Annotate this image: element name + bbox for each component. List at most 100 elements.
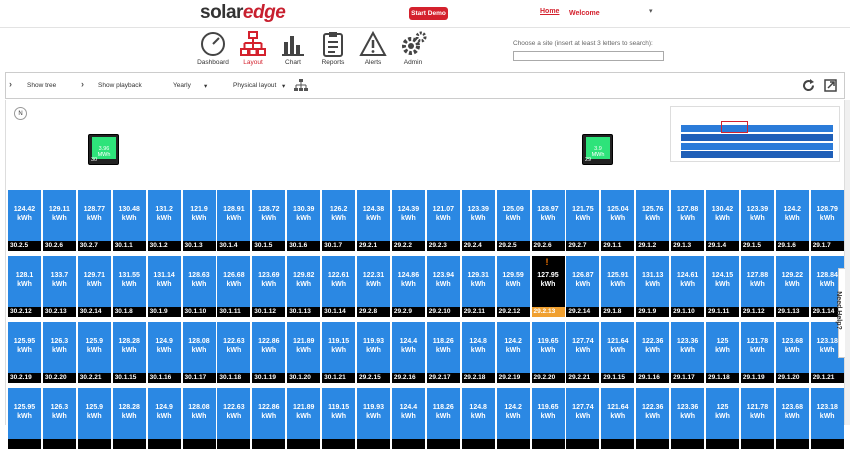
solar-panel[interactable]: 125.91 kWh 29.1.8 (601, 256, 635, 317)
solar-panel[interactable]: 123.94 kWh 29.2.10 (426, 256, 460, 317)
solar-panel[interactable]: 127.88 kWh 29.1.12 (740, 256, 774, 317)
solar-panel[interactable]: 124.2 kWh (496, 388, 530, 449)
solar-panel[interactable]: 125 kWh (706, 388, 739, 449)
solar-panel[interactable]: 122.86 kWh 30.1.19 (252, 322, 286, 383)
nav-alerts[interactable]: Alerts (353, 30, 393, 66)
solar-panel[interactable]: 125.9 kWh (77, 388, 111, 449)
solar-panel[interactable]: 126.2 kWh 30.1.7 (322, 190, 356, 251)
solar-panel[interactable]: 122.63 kWh 30.1.18 (217, 322, 251, 383)
solar-panel[interactable]: 119.93 kWh 29.2.15 (357, 322, 390, 383)
solar-panel[interactable]: 125.9 kWh 30.2.21 (77, 322, 111, 383)
solar-panel[interactable]: 130.48 kWh 30.1.1 (112, 190, 146, 251)
solar-panel[interactable]: 125.95 kWh 30.2.19 (8, 322, 41, 383)
solar-panel[interactable]: 123.39 kWh 29.2.4 (461, 190, 495, 251)
chevron-down-icon[interactable]: ▾ (204, 83, 208, 90)
solar-panel[interactable]: 130.39 kWh 30.1.6 (287, 190, 321, 251)
solar-panel[interactable]: 119.15 kWh 30.1.21 (322, 322, 356, 383)
solar-panel[interactable]: 128.28 kWh (112, 388, 146, 449)
solar-panel[interactable]: 123.68 kWh 29.1.20 (775, 322, 809, 383)
solar-panel[interactable]: 127.74 kWh (566, 388, 600, 449)
solar-panel[interactable]: 129.22 kWh 29.1.13 (775, 256, 809, 317)
solar-panel[interactable]: 121.78 kWh (740, 388, 774, 449)
refresh-icon[interactable] (802, 79, 815, 92)
solar-panel[interactable]: 122.36 kWh (636, 388, 670, 449)
solar-panel[interactable]: 121.07 kWh 29.2.3 (426, 190, 460, 251)
solar-panel[interactable]: 121.64 kWh (601, 388, 635, 449)
solar-panel[interactable]: 124.4 kWh (391, 388, 425, 449)
solar-panel[interactable]: 125.04 kWh 29.1.1 (601, 190, 635, 251)
solar-panel[interactable]: 121.89 kWh (287, 388, 321, 449)
solar-panel[interactable]: 128.77 kWh 30.2.7 (77, 190, 111, 251)
solar-panel[interactable]: 121.89 kWh 30.1.20 (287, 322, 321, 383)
solar-panel[interactable]: 121.64 kWh 29.1.15 (601, 322, 635, 383)
solar-panel[interactable]: 121.75 kWh 29.2.7 (566, 190, 600, 251)
solar-panel[interactable]: 119.93 kWh (357, 388, 390, 449)
solar-panel[interactable]: 133.7 kWh 30.2.13 (42, 256, 76, 317)
solar-panel[interactable]: 127.95 kWh! 29.2.13 (531, 256, 565, 317)
solar-panel[interactable]: 124.61 kWh 29.1.10 (671, 256, 705, 317)
solar-panel[interactable]: 119.65 kWh (531, 388, 565, 449)
solar-panel[interactable]: 123.18 kWh (810, 388, 844, 449)
solar-panel[interactable]: 131.55 kWh 30.1.8 (112, 256, 146, 317)
solar-panel[interactable]: 128.63 kWh 30.1.10 (182, 256, 216, 317)
solar-panel[interactable]: 128.97 kWh 29.2.6 (531, 190, 565, 251)
solar-panel[interactable]: 129.71 kWh 30.2.14 (77, 256, 111, 317)
solar-panel[interactable]: 129.11 kWh 30.2.6 (42, 190, 76, 251)
chevron-down-icon[interactable]: ▾ (282, 83, 286, 90)
solar-panel[interactable]: 131.13 kWh 29.1.9 (636, 256, 670, 317)
solar-panel[interactable]: 123.39 kWh 29.1.5 (740, 190, 774, 251)
nav-reports[interactable]: Reports (313, 30, 353, 66)
solar-panel[interactable]: 127.88 kWh 29.1.3 (671, 190, 705, 251)
solar-panel[interactable]: 131.14 kWh 30.1.9 (147, 256, 181, 317)
solar-panel[interactable]: 124.4 kWh 29.2.16 (391, 322, 425, 383)
solar-panel[interactable]: 122.63 kWh (217, 388, 251, 449)
solar-panel[interactable]: 124.9 kWh 30.1.16 (147, 322, 181, 383)
solar-panel[interactable]: 118.26 kWh 29.2.17 (426, 322, 460, 383)
solar-panel[interactable]: 124.15 kWh 29.1.11 (706, 256, 739, 317)
solar-panel[interactable]: 128.08 kWh (182, 388, 216, 449)
solar-panel[interactable]: 124.42 kWh 30.2.5 (8, 190, 41, 251)
minimap-viewport[interactable] (721, 121, 748, 133)
solar-panel[interactable]: 124.8 kWh 29.2.18 (461, 322, 495, 383)
solar-panel[interactable]: 128.28 kWh 30.1.15 (112, 322, 146, 383)
solar-panel[interactable]: 124.2 kWh 29.1.6 (775, 190, 809, 251)
solar-panel[interactable]: 119.15 kWh (322, 388, 356, 449)
start-demo-button[interactable]: Start Demo (409, 7, 448, 20)
solar-panel[interactable]: 125.95 kWh (8, 388, 41, 449)
solar-panel[interactable]: 124.38 kWh 29.2.1 (357, 190, 390, 251)
solar-panel[interactable]: 126.3 kWh (42, 388, 76, 449)
welcome-menu[interactable]: Welcome (569, 10, 600, 17)
solar-panel[interactable]: 123.68 kWh (775, 388, 809, 449)
nav-chart[interactable]: Chart (273, 30, 313, 66)
solar-panel[interactable]: 128.72 kWh 30.1.5 (252, 190, 286, 251)
solar-panel[interactable]: 123.69 kWh 30.1.12 (252, 256, 286, 317)
chevron-down-icon[interactable]: ▾ (649, 8, 653, 15)
nav-admin[interactable]: Admin (393, 30, 433, 66)
solar-panel[interactable]: 124.2 kWh 29.2.19 (496, 322, 530, 383)
home-link[interactable]: Home (540, 8, 560, 15)
vertical-scrollbar[interactable] (845, 100, 850, 425)
solar-panel[interactable]: 126.3 kWh 30.2.20 (42, 322, 76, 383)
solar-panel[interactable]: 124.86 kWh 29.2.9 (391, 256, 425, 317)
solar-panel[interactable]: 128.1 kWh 30.2.12 (8, 256, 41, 317)
solar-panel[interactable]: 122.86 kWh (252, 388, 286, 449)
solar-panel[interactable]: 121.78 kWh 29.1.19 (740, 322, 774, 383)
solar-panel[interactable]: 118.26 kWh (426, 388, 460, 449)
nav-layout[interactable]: Layout (233, 30, 273, 66)
solar-panel[interactable]: 125.76 kWh 29.1.2 (636, 190, 670, 251)
expand-icon[interactable] (824, 79, 837, 92)
solar-panel[interactable]: 127.74 kWh 29.2.21 (566, 322, 600, 383)
solar-panel[interactable]: 124.39 kWh 29.2.2 (391, 190, 425, 251)
inverter-30[interactable]: 3.96 MWh 30 (88, 134, 119, 165)
solar-panel[interactable]: 126.87 kWh 29.2.14 (566, 256, 600, 317)
inverter-29[interactable]: 3.9 MWh 29 (582, 134, 613, 165)
solar-panel[interactable]: 123.36 kWh 29.1.17 (671, 322, 705, 383)
site-search-input[interactable] (513, 51, 664, 61)
solaredge-logo[interactable]: solaredge (200, 2, 286, 23)
hierarchy-icon[interactable] (294, 79, 308, 92)
minimap[interactable] (670, 106, 840, 162)
solar-panel[interactable]: 131.2 kWh 30.1.2 (147, 190, 181, 251)
solar-panel[interactable]: 128.79 kWh 29.1.7 (810, 190, 844, 251)
nav-dashboard[interactable]: Dashboard (193, 30, 233, 66)
period-select[interactable]: Yearly (173, 82, 191, 89)
